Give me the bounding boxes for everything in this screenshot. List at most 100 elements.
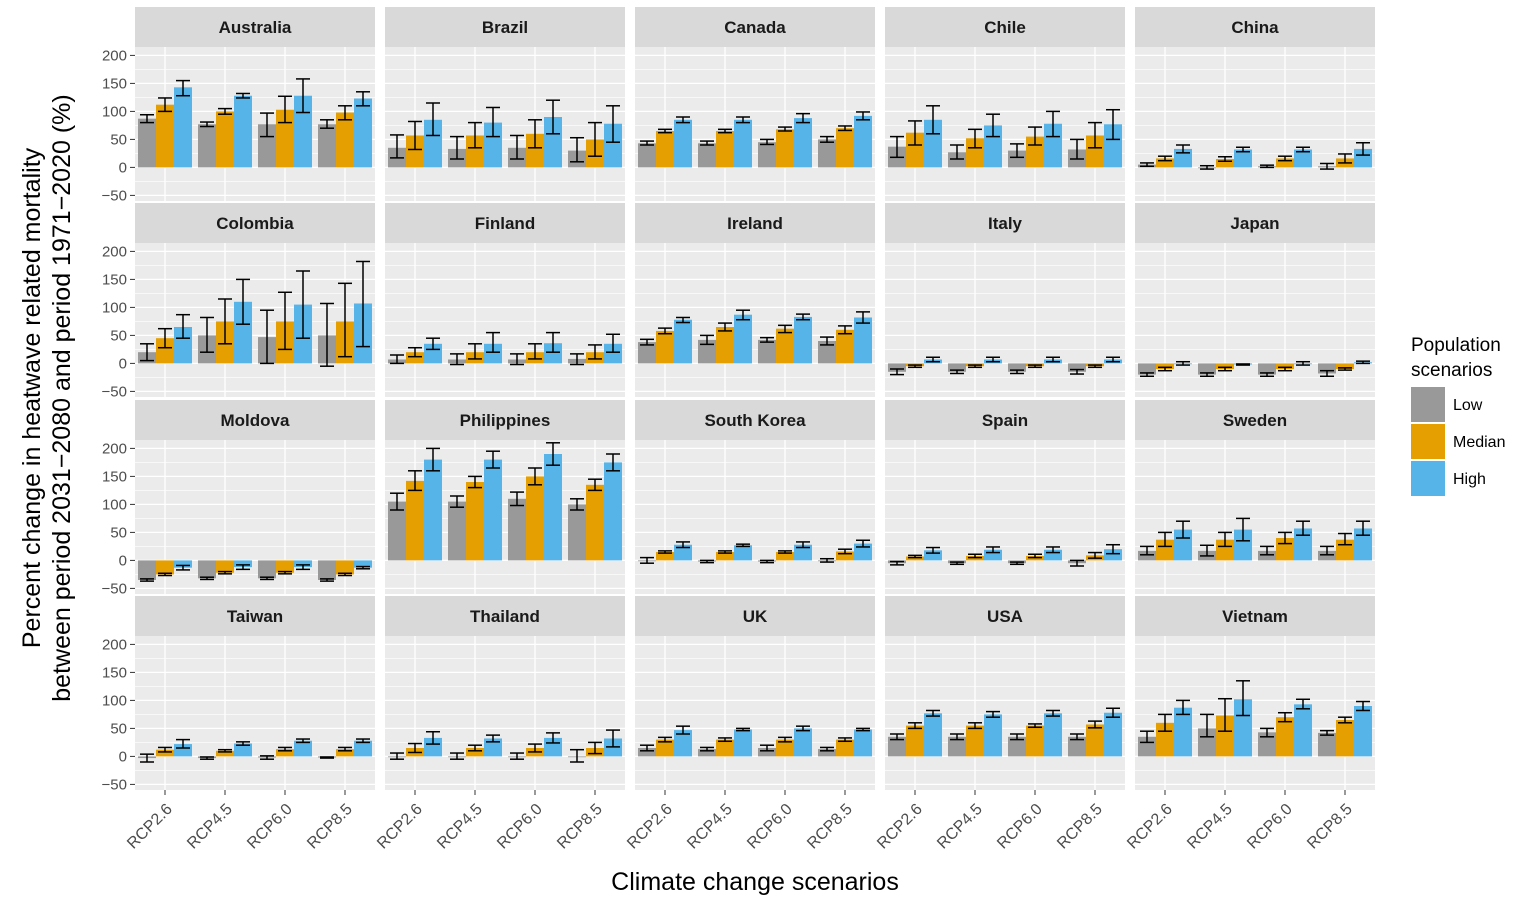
bar-vietnam-median-2 xyxy=(1276,717,1294,757)
bar-moldova-low-0 xyxy=(138,560,156,580)
bar-australia-low-3 xyxy=(318,124,336,168)
facet-label-uk: UK xyxy=(743,607,768,626)
legend-title-line-1: Population xyxy=(1411,335,1501,356)
bar-moldova-low-3 xyxy=(318,560,336,580)
y-tick-label: 200 xyxy=(102,636,127,653)
bar-japan-low-0 xyxy=(1138,363,1156,375)
panel-background-vietnam xyxy=(1135,636,1375,790)
facet-strip-chile xyxy=(885,7,1125,47)
bar-canada-median-2 xyxy=(776,129,794,168)
bar-ireland-low-1 xyxy=(698,339,716,364)
bar-usa-low-0 xyxy=(888,736,906,757)
x-tick-label: RCP6.0 xyxy=(494,801,546,853)
panel-background-spain xyxy=(885,440,1125,594)
bar-taiwan-median-2 xyxy=(276,749,294,757)
facet-strip-brazil xyxy=(385,7,625,47)
x-tick-label: RCP2.6 xyxy=(374,801,426,853)
bar-canada-high-1 xyxy=(734,119,752,168)
bar-vietnam-low-1 xyxy=(1198,728,1216,757)
x-tick-label: RCP6.0 xyxy=(1244,801,1296,853)
y-tick-label: 50 xyxy=(110,131,127,148)
bar-moldova-low-1 xyxy=(198,560,216,579)
y-tick-label: 150 xyxy=(102,75,127,92)
bar-sweden-high-3 xyxy=(1354,528,1372,561)
bar-philippines-median-3 xyxy=(586,484,604,561)
bar-uk-median-3 xyxy=(836,739,854,757)
y-tick-label: −50 xyxy=(102,383,127,400)
bar-canada-low-1 xyxy=(698,143,716,168)
bar-chile-high-0 xyxy=(924,119,942,168)
facet-label-colombia: Colombia xyxy=(216,214,294,233)
bar-south-korea-median-2 xyxy=(776,552,794,561)
facet-strip-japan xyxy=(1135,203,1375,243)
bar-philippines-high-3 xyxy=(604,462,622,561)
bar-ireland-median-1 xyxy=(716,327,734,364)
bar-spain-high-0 xyxy=(924,550,942,561)
bar-brazil-high-1 xyxy=(484,122,502,168)
bar-taiwan-high-2 xyxy=(294,740,312,757)
bar-usa-low-2 xyxy=(1008,736,1026,757)
panel-background-taiwan xyxy=(135,636,375,790)
facet-label-south-korea: South Korea xyxy=(704,411,806,430)
bar-philippines-high-2 xyxy=(544,454,562,561)
bar-china-median-1 xyxy=(1216,159,1234,168)
bar-sweden-low-0 xyxy=(1138,550,1156,561)
bar-taiwan-median-1 xyxy=(216,750,234,757)
facet-strip-colombia xyxy=(135,203,375,243)
panel-background-uk xyxy=(635,636,875,790)
bar-brazil-median-1 xyxy=(466,135,484,168)
facet-label-canada: Canada xyxy=(724,18,786,37)
bar-canada-low-2 xyxy=(758,142,776,168)
x-tick-label: RCP4.5 xyxy=(1184,801,1236,853)
bar-colombia-high-1 xyxy=(234,301,252,364)
bar-usa-median-3 xyxy=(1086,724,1104,757)
bar-finland-high-1 xyxy=(484,343,502,364)
x-tick-label: RCP8.5 xyxy=(804,801,856,853)
panel-background-sweden xyxy=(1135,440,1375,594)
bar-japan-low-3 xyxy=(1318,363,1336,374)
bar-uk-high-3 xyxy=(854,729,872,757)
facet-label-australia: Australia xyxy=(219,18,292,37)
bar-japan-low-2 xyxy=(1258,363,1276,375)
bar-australia-median-3 xyxy=(336,112,354,168)
panel-background-finland xyxy=(385,243,625,397)
bar-thailand-median-1 xyxy=(466,748,484,757)
x-tick-label: RCP4.5 xyxy=(434,801,486,853)
bar-australia-high-2 xyxy=(294,95,312,168)
facet-label-italy: Italy xyxy=(988,214,1023,233)
y-tick-label: 100 xyxy=(102,692,127,709)
bar-australia-median-2 xyxy=(276,109,294,168)
bar-moldova-low-2 xyxy=(258,560,276,579)
bar-uk-low-0 xyxy=(638,748,656,757)
bar-uk-low-2 xyxy=(758,748,776,757)
y-axis-title-line-2: between period 2031−2080 and period 1971… xyxy=(48,94,76,701)
bar-spain-high-3 xyxy=(1104,549,1122,561)
panel-background-italy xyxy=(885,243,1125,397)
bar-vietnam-high-1 xyxy=(1234,699,1252,757)
x-tick-label: RCP2.6 xyxy=(1124,801,1176,853)
bar-vietnam-high-3 xyxy=(1354,706,1372,757)
legend-key-low xyxy=(1411,387,1445,422)
facet-strip-canada xyxy=(635,7,875,47)
bar-canada-median-1 xyxy=(716,131,734,168)
bar-ireland-low-0 xyxy=(638,342,656,364)
bar-vietnam-median-1 xyxy=(1216,715,1234,757)
bar-ireland-high-1 xyxy=(734,314,752,364)
bar-brazil-high-2 xyxy=(544,117,562,168)
x-tick-label: RCP8.5 xyxy=(304,801,356,853)
y-tick-label: 0 xyxy=(119,355,127,372)
bar-finland-high-3 xyxy=(604,343,622,364)
y-tick-label: 50 xyxy=(110,524,127,541)
bar-chile-median-3 xyxy=(1086,135,1104,168)
y-tick-label: 0 xyxy=(119,748,127,765)
bar-ireland-median-0 xyxy=(656,330,674,364)
bar-finland-median-0 xyxy=(406,352,424,364)
bar-taiwan-high-1 xyxy=(234,743,252,757)
x-tick-label: RCP6.0 xyxy=(244,801,296,853)
bar-italy-low-1 xyxy=(948,363,966,372)
bar-taiwan-high-0 xyxy=(174,744,192,757)
bar-canada-high-0 xyxy=(674,119,692,168)
bar-chile-median-0 xyxy=(906,132,924,168)
